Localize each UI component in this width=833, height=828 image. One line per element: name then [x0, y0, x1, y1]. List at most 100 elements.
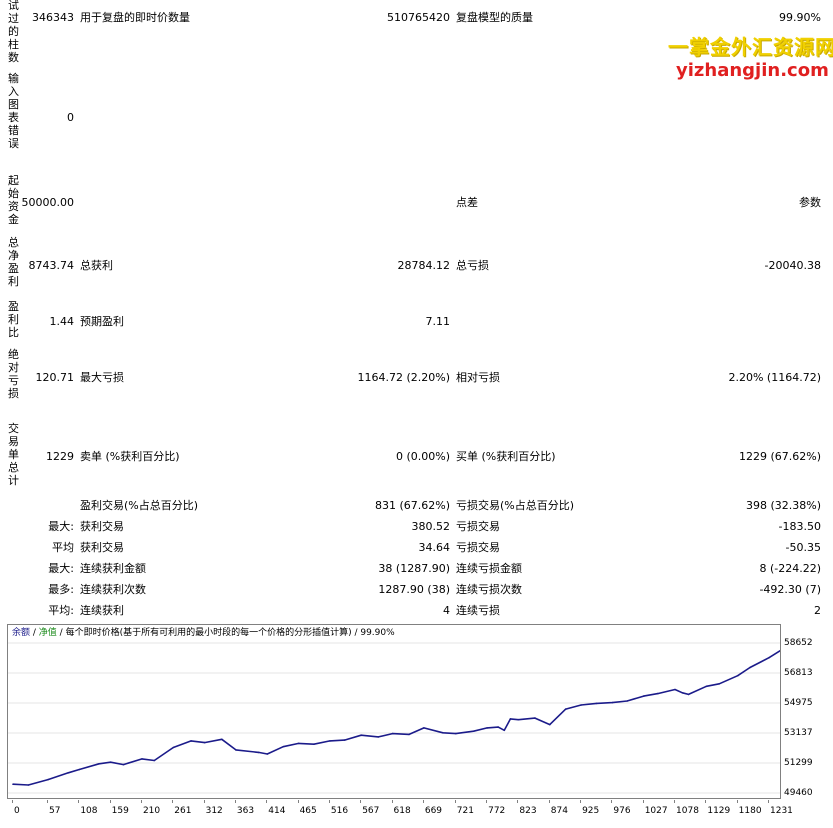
balance-point — [122, 763, 125, 766]
x-tick-label: 669 — [424, 806, 443, 816]
x-tick-label: 108 — [80, 806, 98, 816]
x-tick-label: 567 — [362, 806, 380, 816]
x-tick-label: 823 — [519, 806, 537, 816]
balance-point — [611, 701, 614, 704]
legend-sep: / — [30, 628, 39, 638]
expected-payoff-label: 预期盈利 — [80, 315, 124, 328]
absolute-drawdown-value: 120.71 — [35, 371, 75, 384]
balance-point — [736, 674, 739, 677]
balance-point — [221, 738, 223, 741]
average-consecutive-losses-value: 2 — [814, 604, 821, 617]
balance-point — [681, 692, 684, 694]
chart-plot — [8, 642, 780, 794]
short-positions-value: 0 (0.00%) — [395, 450, 450, 463]
x-tick-label: 0 — [14, 806, 20, 816]
balance-point — [109, 761, 112, 763]
balance-point — [497, 726, 500, 728]
max-consecutive-losses-value: 8 (-224.22) — [759, 562, 821, 575]
x-tick-mark — [486, 800, 488, 803]
balance-point — [343, 739, 346, 741]
x-tick-mark — [642, 800, 644, 803]
maximal-consecutive-loss-value: -492.30 (7) — [759, 583, 821, 596]
balance-point — [749, 666, 751, 669]
watermark-url: yizhangjin.com — [676, 60, 829, 81]
balance-point — [564, 708, 567, 710]
x-tick-mark — [172, 800, 174, 803]
maximal-drawdown-label: 最大亏损 — [80, 371, 124, 384]
gross-loss-value: -20040.38 — [764, 259, 821, 272]
average-label: 平均 — [52, 541, 74, 554]
balance-chart: 余额 / 净值 / 每个即时价格(基于所有可利用的最小时段的每一个价格的分形插值… — [7, 624, 781, 799]
balance-point — [12, 783, 14, 785]
balance-point — [266, 753, 269, 755]
balance-point — [47, 778, 49, 781]
balance-point — [282, 745, 285, 748]
x-tick-mark — [548, 800, 550, 803]
gross-profit-label: 总获利 — [80, 259, 113, 272]
watermark-title: 一掌金外汇资源网 — [668, 35, 833, 59]
y-tick-label: 49460 — [784, 788, 813, 798]
maximal-drawdown-value: 1164.72 (2.20%) — [357, 371, 450, 384]
long-positions-value: 1229 (67.62%) — [738, 450, 821, 463]
bars-tested-value: 346343 — [32, 11, 74, 24]
x-tick-label: 618 — [393, 806, 411, 816]
balance-point — [360, 734, 363, 736]
balance-point — [486, 727, 488, 729]
balance-point — [549, 723, 551, 726]
label-chart-errors: 输入图表错误 — [8, 72, 19, 150]
expected-payoff-value: 7.11 — [425, 315, 451, 328]
balance-point — [455, 732, 457, 735]
x-tick-mark — [580, 800, 582, 803]
x-tick-label: 1129 — [707, 806, 731, 816]
x-tick-mark — [391, 800, 393, 803]
balance-point — [172, 746, 175, 749]
balance-point — [509, 718, 512, 720]
y-tick-label: 56813 — [784, 668, 813, 678]
balance-point — [595, 702, 598, 705]
legend-balance: 余额 — [12, 628, 31, 638]
balance-point — [78, 768, 81, 771]
x-tick-mark — [611, 800, 613, 803]
x-tick-label: 210 — [142, 806, 161, 816]
x-tick-label: 57 — [49, 806, 61, 816]
x-tick-mark — [12, 800, 13, 803]
balance-point — [768, 656, 770, 659]
spread-label: 点差 — [456, 196, 478, 209]
average-consecutive-label: 平均: — [48, 604, 74, 617]
y-axis: 58652 56813 54975 53137 51299 49460 — [782, 624, 833, 804]
loss-trades-value: 398 (32.38%) — [745, 499, 821, 512]
x-tick-mark — [422, 800, 424, 803]
balance-point — [580, 704, 582, 706]
label-total-net-profit: 总净盈利 — [8, 236, 19, 288]
x-tick-label: 772 — [488, 806, 506, 816]
x-tick-label: 874 — [550, 806, 568, 816]
balance-point — [98, 763, 100, 765]
x-tick-mark — [266, 800, 268, 803]
x-tick-mark — [297, 800, 299, 803]
loss-trades-label: 亏损交易(%占总百分比) — [456, 499, 575, 512]
balance-point — [687, 693, 690, 696]
x-tick-mark — [517, 800, 519, 803]
short-positions-label: 卖单 (%获利百分比) — [80, 450, 180, 463]
x-tick-label: 1180 — [738, 806, 762, 816]
y-tick-label: 54975 — [784, 698, 813, 708]
balance-point — [503, 729, 506, 732]
max-consecutive-wins-label: 连续获利金额 — [80, 562, 146, 575]
balance-point — [329, 740, 331, 742]
x-tick-label: 925 — [582, 806, 600, 816]
balance-point — [235, 749, 237, 751]
legend-description: 每个即时价格(基于所有可利用的最小时段的每一个价格的分形插值计算) — [65, 628, 352, 638]
label-initial-deposit: 起始资金 — [8, 174, 19, 226]
largest-profit-trade-label: 获利交易 — [80, 520, 124, 533]
balance-point — [190, 740, 192, 742]
profit-trades-label: 盈利交易(%占总百分比) — [80, 499, 199, 512]
x-tick-mark — [47, 800, 48, 803]
x-tick-mark — [736, 800, 738, 803]
balance-point — [718, 683, 721, 685]
profit-trades-value: 831 (67.62%) — [374, 499, 450, 512]
balance-point — [642, 695, 645, 697]
y-tick-label: 58652 — [784, 638, 813, 648]
balance-point — [442, 732, 444, 734]
x-tick-label: 516 — [330, 806, 349, 816]
balance-point — [408, 733, 410, 736]
